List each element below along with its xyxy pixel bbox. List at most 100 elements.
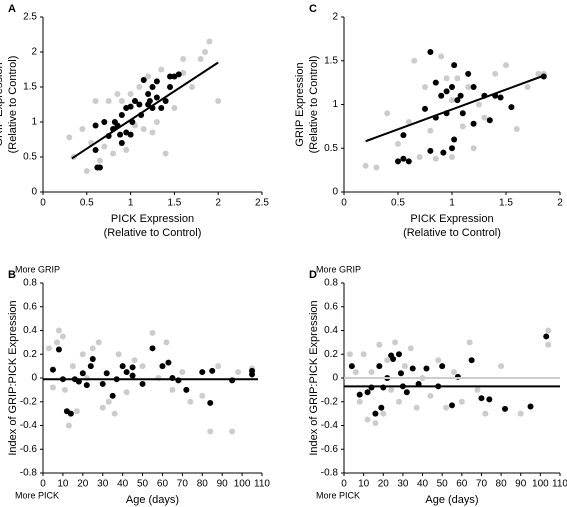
y-tick-label: 2.5	[23, 12, 37, 23]
point	[543, 333, 550, 340]
point	[435, 357, 442, 364]
y-tick-label: 1.5	[23, 82, 37, 93]
point	[83, 168, 90, 174]
point	[376, 341, 383, 348]
point	[207, 399, 214, 406]
annotation: More PICK	[316, 490, 360, 500]
x-tick-label: 100	[234, 479, 251, 490]
point	[443, 75, 450, 82]
y-axis-label: Index of GRIP:PICK Expression	[7, 300, 19, 455]
fit-line	[365, 74, 545, 143]
point	[95, 339, 102, 346]
y-tick-label: -0.8	[321, 468, 339, 479]
point	[136, 101, 143, 108]
point	[183, 386, 190, 393]
point	[409, 365, 416, 372]
point	[432, 155, 439, 162]
point	[451, 62, 458, 69]
x-tick-label: 30	[97, 479, 109, 490]
x-axis-label: Age (days)	[126, 494, 179, 506]
point	[466, 339, 473, 346]
x-tick-label: 100	[532, 479, 549, 490]
point	[117, 131, 124, 138]
point	[395, 398, 402, 405]
point	[403, 389, 410, 396]
point	[215, 98, 222, 104]
y-axis-label: GRIP Expression	[0, 62, 5, 146]
point	[458, 398, 465, 405]
point	[89, 356, 96, 362]
y-tick-label: -0.6	[321, 444, 339, 455]
point	[199, 369, 206, 376]
point	[481, 114, 488, 121]
x-tick-label: 0.5	[80, 198, 94, 209]
point	[364, 389, 371, 396]
point	[159, 363, 166, 370]
x-tick-label: 110	[254, 479, 270, 490]
point	[67, 410, 74, 417]
x-tick-label: 0	[40, 479, 46, 490]
point	[427, 392, 434, 399]
point	[470, 120, 477, 127]
point	[199, 392, 206, 399]
point	[49, 384, 56, 391]
x-tick-label: 0.5	[391, 198, 405, 209]
annotation: More GRIP	[15, 264, 60, 274]
point	[83, 382, 90, 389]
x-axis-label: PICK Expression	[111, 213, 194, 225]
x-tick-label: 30	[397, 479, 409, 490]
point	[474, 386, 481, 393]
point	[438, 92, 445, 99]
x-tick-label: 1.5	[499, 198, 513, 209]
point	[123, 389, 130, 396]
x-tick-label: 80	[197, 479, 209, 490]
point	[136, 84, 143, 90]
point	[378, 404, 385, 411]
point	[99, 380, 106, 387]
y-tick-label: 2	[332, 12, 338, 23]
x-tick-label: 2	[557, 198, 563, 209]
point	[364, 416, 371, 423]
y-tick-label: -0.4	[20, 420, 38, 431]
y-tick-label: 0	[31, 187, 37, 198]
point	[123, 147, 130, 153]
point	[202, 49, 209, 55]
point	[423, 365, 430, 372]
point	[79, 351, 86, 358]
point	[118, 140, 125, 146]
x-tick-label: 60	[456, 479, 468, 490]
point	[145, 91, 152, 97]
x-tick-label: 1.5	[167, 198, 181, 209]
point	[356, 398, 363, 405]
point	[465, 84, 472, 90]
y-tick-label: 0.8	[324, 278, 338, 289]
point	[145, 73, 152, 80]
point	[149, 345, 156, 352]
x-tick-label: 70	[177, 479, 189, 490]
point	[545, 327, 552, 334]
point	[492, 70, 499, 77]
point	[89, 345, 96, 352]
y-tick-label: 0.5	[23, 152, 37, 163]
panel-label: C	[309, 3, 317, 15]
y-tick-label: 0.2	[23, 349, 37, 360]
panel-label: D	[309, 269, 317, 281]
point	[407, 345, 414, 352]
point	[395, 158, 401, 165]
y-tick-label: 2	[31, 47, 37, 58]
point	[118, 98, 125, 104]
point	[92, 122, 99, 129]
point	[87, 363, 94, 370]
point	[167, 73, 174, 80]
point	[450, 369, 457, 376]
point	[449, 84, 455, 90]
x-tick-label: 70	[476, 479, 488, 490]
y-tick-label: 0	[332, 187, 338, 198]
point	[486, 117, 493, 124]
y-tick-label: -0.4	[321, 420, 339, 431]
annotation: More GRIP	[316, 264, 361, 274]
x-tick-label: 40	[117, 479, 129, 490]
point	[362, 162, 369, 169]
point	[65, 422, 72, 429]
x-tick-label: 40	[417, 479, 429, 490]
